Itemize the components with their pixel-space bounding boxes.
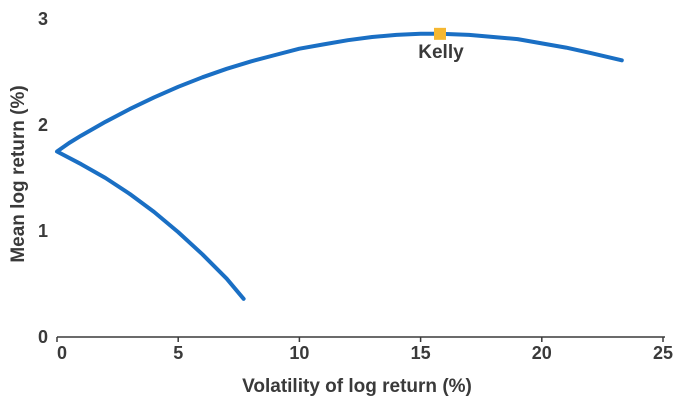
y-tick-label-3: 3 [38, 9, 48, 29]
kelly-label: Kelly [418, 42, 464, 63]
x-tick-label-3: 15 [411, 343, 431, 363]
x-tick-label-0: 0 [57, 343, 67, 363]
y-tick-label-0: 0 [38, 327, 48, 347]
y-axis-title: Mean log return (%) [8, 85, 29, 262]
kelly-marker [433, 27, 446, 40]
y-tick-label-1: 1 [38, 221, 48, 241]
series-layer [55, 31, 624, 301]
x-tick-label-2: 10 [289, 343, 309, 363]
series-line-0 [55, 31, 624, 301]
y-tick-label-2: 2 [38, 115, 48, 135]
x-tick-label-5: 25 [653, 343, 673, 363]
x-tick-label-4: 20 [532, 343, 552, 363]
annotation-layer: Kelly [418, 27, 464, 63]
x-axis-title: Volatility of log return (%) [242, 376, 472, 397]
axes: 0 5 10 15 20 25 0 1 2 3 [38, 9, 673, 363]
x-tick-label-1: 5 [173, 343, 183, 363]
